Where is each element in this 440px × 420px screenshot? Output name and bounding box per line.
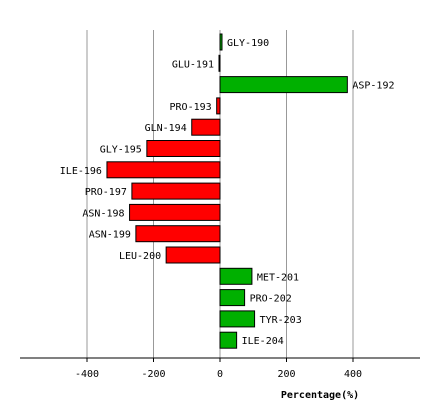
category-label-tyr-203: TYR-203 (260, 315, 302, 326)
x-tick-label: 200 (277, 369, 295, 380)
x-tick-label: 400 (344, 369, 362, 380)
bar-tyr-203 (219, 310, 256, 328)
x-tick-label: -400 (75, 369, 99, 380)
bar-met-201 (219, 267, 253, 285)
x-tick-label: -200 (141, 369, 165, 380)
category-label-glu-191: GLU-191 (172, 59, 214, 70)
category-label-pro-202: PRO-202 (250, 294, 292, 305)
bar-ile-204 (219, 331, 238, 349)
category-labels: GLY-190 GLU-191 ASP-192 PRO-193 GLN-194GLY-1… (60, 38, 395, 347)
category-label-gly-190: GLY-190 (227, 38, 269, 49)
bar-asn-199 (135, 225, 221, 243)
category-label-gly-195: GLY-195 (100, 145, 142, 156)
category-label-pro-197: PRO-197 (85, 187, 127, 198)
bar-asn-198 (129, 203, 221, 221)
category-label-asp-192: ASP-192 (352, 81, 394, 92)
bar-gln-194 (191, 118, 221, 136)
bar-gly-195 (146, 140, 221, 157)
category-label-leu-200: LEU-200 (119, 251, 161, 262)
category-label-ile-204: ILE-204 (242, 336, 284, 347)
category-label-asn-199: ASN-199 (89, 230, 131, 241)
bars (106, 33, 348, 349)
category-label-ile-196: ILE-196 (60, 166, 102, 177)
category-label-gln-194: GLN-194 (145, 123, 187, 134)
x-axis-ticks: -400 -200 0 200 400 (75, 358, 362, 380)
x-axis-label: Percentage(%) (281, 390, 359, 401)
bar-pro-202 (219, 289, 246, 307)
category-label-pro-193: PRO-193 (170, 102, 212, 113)
x-tick-label: 0 (217, 369, 223, 380)
bar-gly-190 (219, 33, 223, 51)
bar-glu-191 (218, 54, 221, 72)
bar-pro-193 (216, 97, 221, 115)
bar-pro-197 (131, 182, 221, 200)
bar-leu-200 (165, 246, 221, 264)
category-label-asn-198: ASN-198 (82, 208, 124, 219)
bar-ile-196 (106, 161, 221, 179)
bar-asp-192 (219, 76, 348, 94)
category-label-met-201: MET-201 (257, 272, 299, 283)
